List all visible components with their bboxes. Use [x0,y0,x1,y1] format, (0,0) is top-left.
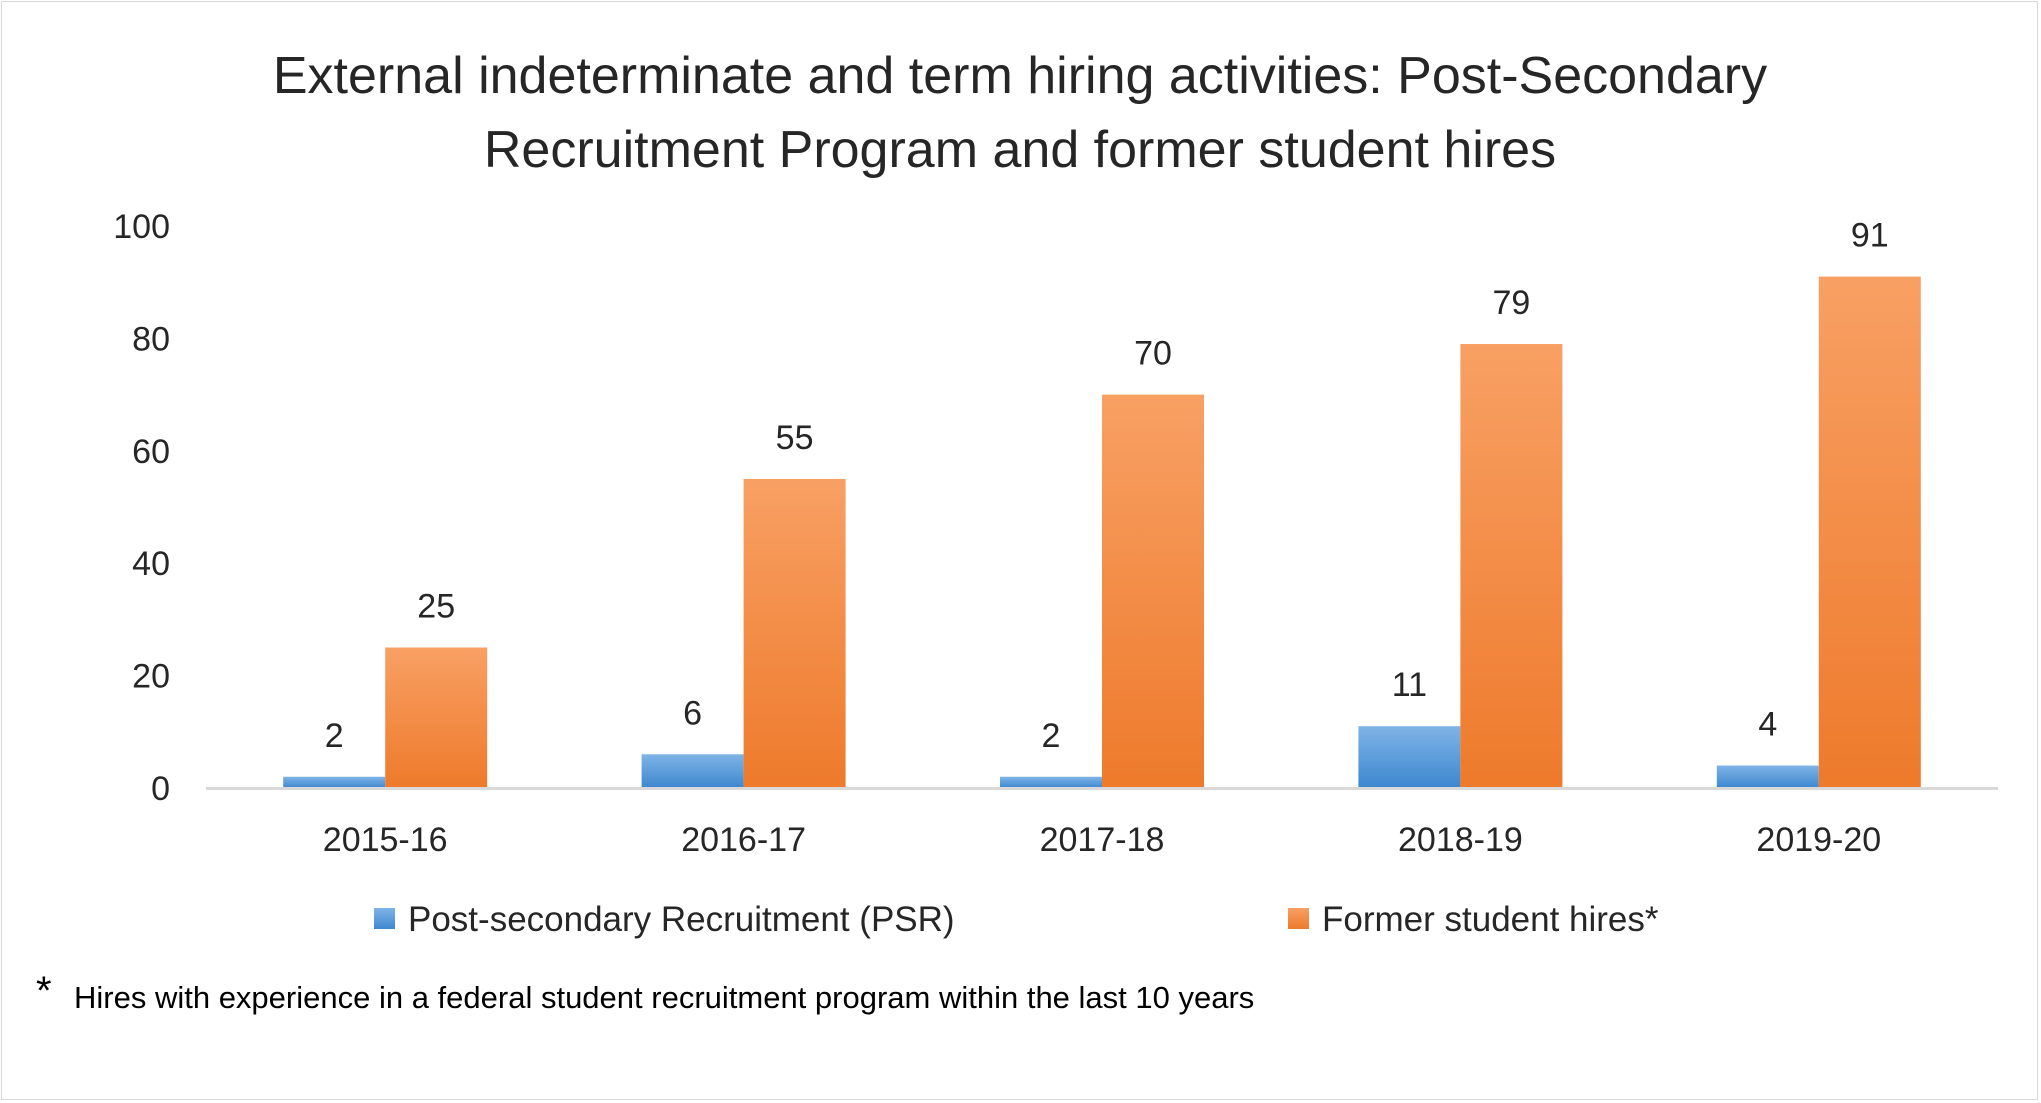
data-label: 6 [683,694,702,732]
footnote-marker: * [36,969,52,1013]
bar-former-student-2018-19 [1460,344,1563,788]
data-label: 91 [1851,217,1889,255]
legend-swatch [374,908,395,929]
bar-former-student-2017-18 [1102,394,1204,788]
y-tick-label: 100 [113,208,170,246]
data-label: 4 [1758,706,1777,744]
chart-title-line-2: Recruitment Program and former student h… [484,121,1556,179]
footnote: * Hires with experience in a federal stu… [36,969,1254,1015]
y-tick-label: 20 [132,658,170,696]
data-label: 11 [1392,666,1427,704]
y-tick-label: 0 [151,770,170,808]
bar-psr-2017-18 [1000,776,1102,788]
data-labels-group: 2 25 6 55 2 70 11 79 4 91 [325,217,1889,755]
data-label: 55 [776,419,814,457]
x-tick-label: 2015-16 [323,821,448,859]
legend-label: Post-secondary Recruitment (PSR) [408,900,955,939]
data-label: 79 [1492,284,1530,322]
data-label: 25 [417,588,455,626]
bar-psr-2019-20 [1716,765,1819,788]
y-tick-label: 40 [132,545,170,583]
data-label: 2 [1042,717,1061,755]
bar-psr-2018-19 [1358,726,1461,788]
y-axis: 0 20 40 60 80 100 [113,208,170,808]
y-tick-label: 60 [132,433,170,471]
bar-former-student-2019-20 [1818,276,1921,788]
legend-label: Former student hires* [1322,900,1659,939]
y-tick-label: 80 [132,320,170,358]
bar-former-student-2015-16 [385,647,488,788]
bars-group [283,276,1921,788]
footnote-text: Hires with experience in a federal stude… [74,980,1254,1015]
chart-title-line-1: External indeterminate and term hiring a… [273,47,1767,105]
bar-former-student-2016-17 [743,478,846,788]
data-label: 2 [325,717,344,755]
bar-psr-2016-17 [641,754,744,788]
x-axis: 2015-16 2016-17 2017-18 2018-19 2019-20 [323,821,1881,859]
x-tick-label: 2017-18 [1040,821,1165,859]
x-tick-label: 2016-17 [681,821,806,859]
data-label: 70 [1134,335,1172,373]
chart-title: External indeterminate and term hiring a… [273,47,1767,179]
legend: Post-secondary Recruitment (PSR) Former s… [374,900,1659,939]
x-tick-label: 2018-19 [1398,821,1523,859]
x-tick-label: 2019-20 [1756,821,1881,859]
bar-psr-2015-16 [283,776,386,788]
legend-swatch [1288,908,1309,929]
